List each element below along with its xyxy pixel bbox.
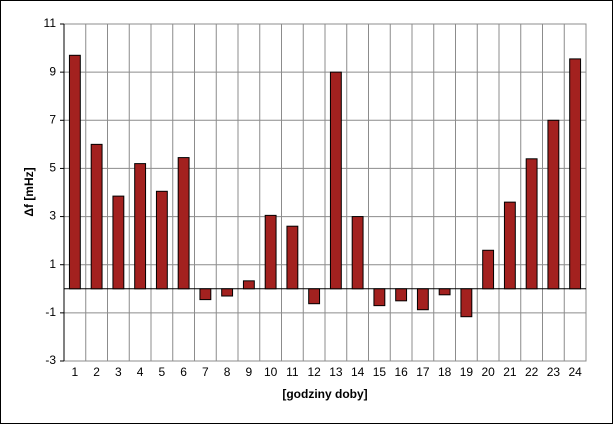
bar [395, 288, 408, 302]
bar [221, 288, 234, 297]
bar [286, 225, 299, 290]
y-tick-label: 5 [49, 161, 56, 175]
bar [351, 216, 364, 290]
x-tick-label: 15 [373, 365, 387, 379]
x-tick-label: 3 [115, 365, 122, 379]
bar [373, 288, 386, 307]
x-tick-label: 11 [286, 365, 299, 379]
x-tick-label: 17 [416, 365, 430, 379]
x-tick-label: 2 [93, 365, 100, 379]
y-tick-label: 9 [49, 64, 56, 78]
bar [155, 190, 168, 290]
x-tick-label: 9 [246, 365, 253, 379]
x-tick-label: 14 [351, 365, 365, 379]
x-tick-label: 10 [264, 365, 278, 379]
x-tick-label: 24 [568, 365, 582, 379]
x-tick-label: 23 [547, 365, 561, 379]
bar [242, 280, 255, 290]
bar [308, 288, 321, 305]
y-tick-label: 1 [49, 257, 56, 271]
bar [438, 288, 451, 296]
bar [460, 288, 473, 318]
x-axis-label: [godziny doby] [282, 387, 367, 401]
x-tick-label: 1 [72, 365, 79, 379]
bar [569, 58, 582, 290]
y-axis-label: Δf [mHz] [22, 167, 36, 216]
bar [68, 54, 81, 290]
x-tick-label: 19 [460, 365, 474, 379]
bar [112, 195, 125, 290]
x-tick-label: 13 [329, 365, 343, 379]
bar [525, 158, 538, 290]
x-tick-label: 4 [137, 365, 144, 379]
bar [547, 119, 560, 290]
x-tick-label: 6 [180, 365, 187, 379]
x-tick-label: 21 [503, 365, 517, 379]
bar [503, 201, 516, 290]
bar [482, 249, 495, 290]
y-tick-label: 11 [44, 16, 57, 30]
bar [416, 288, 429, 311]
bar [264, 214, 277, 290]
x-tick-label: 12 [307, 365, 321, 379]
x-tick-label: 7 [202, 365, 209, 379]
bar [90, 143, 103, 290]
bar [329, 71, 342, 290]
y-tick-label: -1 [45, 305, 56, 319]
y-tick-label: -3 [45, 353, 56, 367]
x-tick-label: 20 [481, 365, 495, 379]
x-tick-label: 18 [438, 365, 452, 379]
x-tick-label: 16 [394, 365, 408, 379]
x-tick-label: 22 [525, 365, 539, 379]
bar [134, 163, 147, 290]
bar [177, 157, 190, 290]
x-tick-label: 8 [224, 365, 231, 379]
y-tick-label: 3 [49, 209, 56, 223]
bar [199, 288, 212, 301]
x-tick-label: 5 [159, 365, 166, 379]
y-tick-label: 7 [49, 112, 56, 126]
